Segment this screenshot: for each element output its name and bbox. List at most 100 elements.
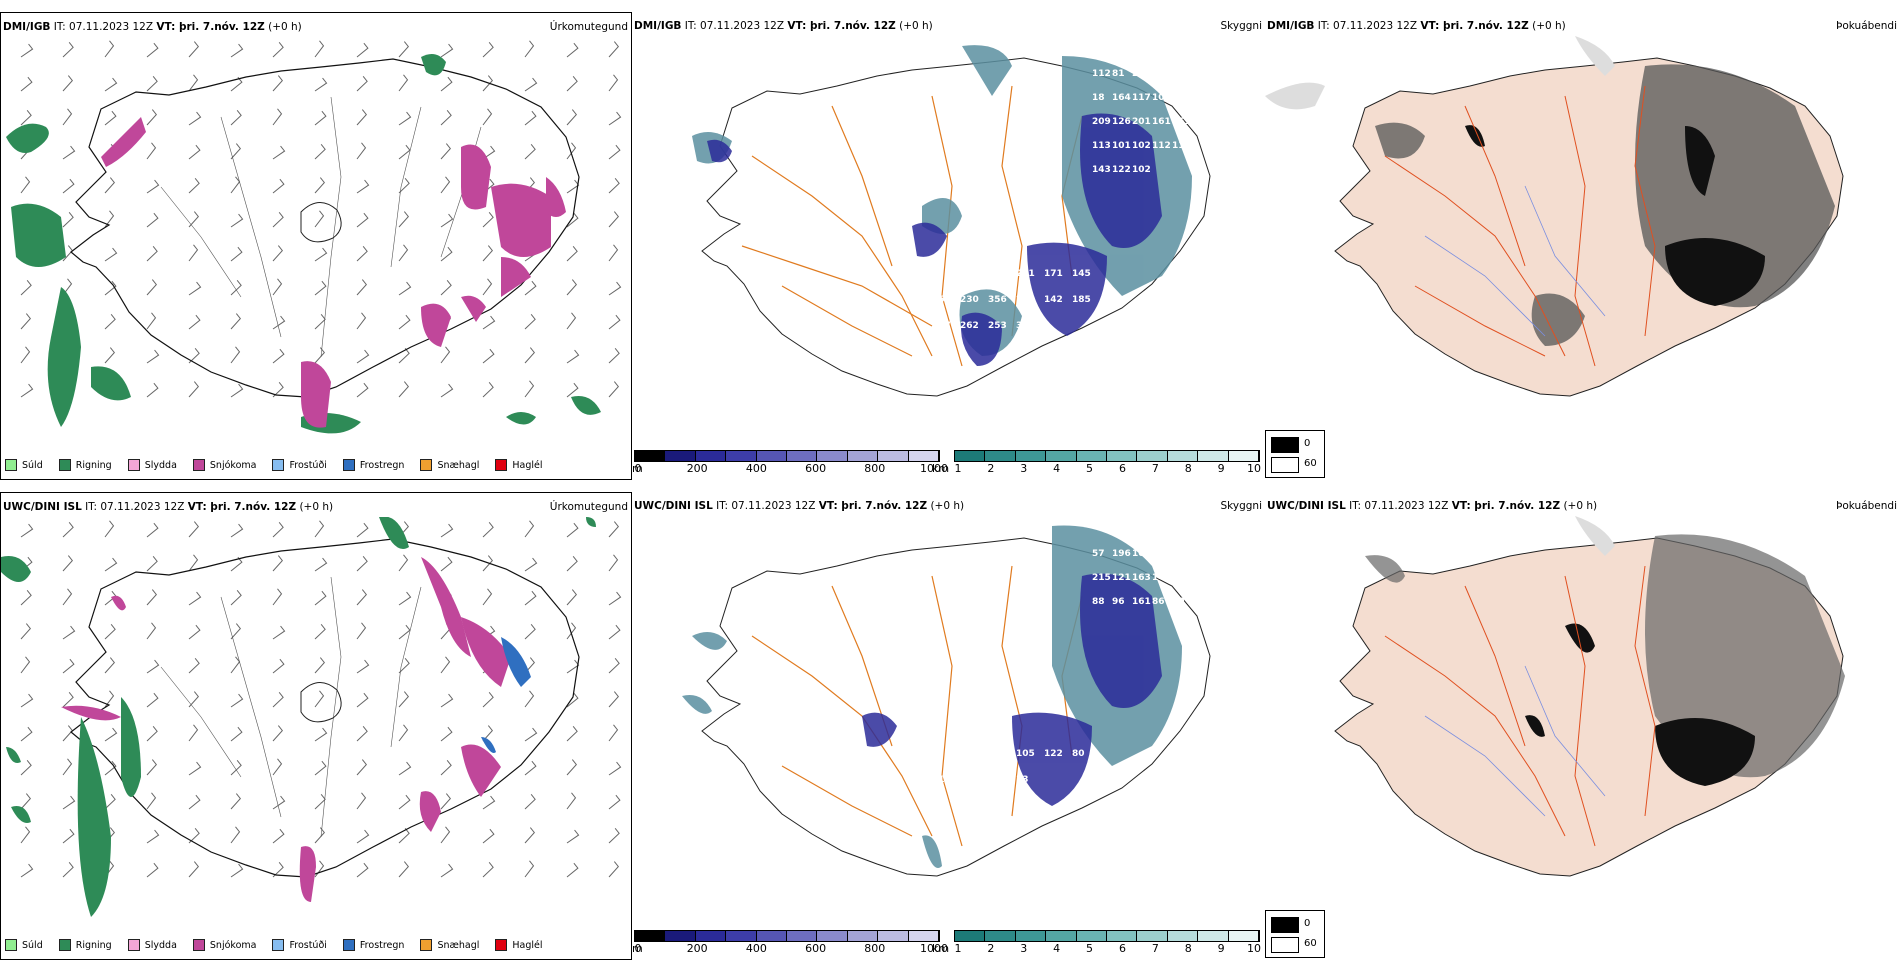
wind-barb bbox=[314, 794, 326, 810]
wind-barb bbox=[440, 656, 451, 674]
cloud-base-value: 280 bbox=[988, 269, 1007, 279]
panel-header: UWC/DINI ISL IT: 07.11.2023 12Z VT: þri.… bbox=[1267, 500, 1597, 512]
wind-barb bbox=[608, 521, 619, 538]
colorbar-tick-label: 800 bbox=[864, 462, 886, 475]
fog-title: Þokuábendi bbox=[1836, 500, 1897, 512]
wind-barb bbox=[104, 110, 117, 126]
wind-barb bbox=[566, 622, 577, 640]
wind-barb bbox=[482, 245, 493, 262]
wind-barb bbox=[440, 826, 451, 844]
wind-barb bbox=[566, 246, 578, 262]
wind-barb bbox=[230, 726, 243, 742]
wind-barb bbox=[146, 862, 159, 878]
precip-legend-swatch bbox=[5, 939, 17, 951]
wind-barb bbox=[356, 862, 369, 878]
wind-barb bbox=[314, 557, 328, 572]
colorbar-cell bbox=[817, 931, 848, 941]
colorbar-cell bbox=[817, 451, 848, 461]
wind-barb bbox=[104, 347, 115, 364]
precip-legend-label: Haglél bbox=[512, 459, 543, 471]
cloud-base-labels: 57 196 102 117 104 215 121 163 147 61 88 96 161 86 80 1… bbox=[932, 549, 1191, 785]
precip-legend-item: Snjókoma bbox=[192, 939, 256, 951]
lead-time: (+0 h) bbox=[299, 501, 334, 513]
fog-legend-value-0: 0 bbox=[1304, 438, 1311, 449]
wind-barb bbox=[20, 110, 32, 126]
wind-barb bbox=[608, 761, 622, 776]
colorbar-tick-label: 1000 bbox=[920, 462, 948, 475]
wind-barb bbox=[482, 75, 493, 92]
wind-barb bbox=[146, 212, 159, 228]
visibility-title: Skyggni bbox=[1220, 20, 1263, 32]
wind-barb bbox=[440, 693, 454, 708]
precip-legend-item: Haglél bbox=[495, 459, 543, 471]
wind-barb bbox=[230, 826, 241, 844]
wind-barb bbox=[482, 42, 494, 58]
precip-title: Úrkomutegund bbox=[549, 21, 628, 33]
wind-barb bbox=[20, 590, 32, 606]
wind-barb bbox=[188, 624, 201, 640]
cloud-base-value: 151 bbox=[1172, 117, 1191, 127]
wind-barb bbox=[440, 383, 454, 398]
colorbar-cell bbox=[908, 931, 939, 941]
wind-barb bbox=[608, 658, 620, 674]
wind-barb bbox=[482, 278, 493, 296]
cloud-base-value: 161 bbox=[1152, 117, 1171, 127]
colorbar-cell bbox=[1167, 451, 1199, 461]
wind-barb bbox=[230, 693, 244, 708]
wind-barb bbox=[188, 211, 199, 228]
colorbar-tick-label: 7 bbox=[1151, 942, 1159, 955]
wind-barb bbox=[62, 828, 75, 844]
wind-barb bbox=[146, 279, 157, 296]
wind-barb bbox=[398, 724, 409, 742]
lead-time: (+0 h) bbox=[1532, 20, 1566, 32]
wind-barb bbox=[398, 314, 411, 330]
iceland-map-visibility: 57 196 102 117 104 215 121 163 147 61 88 96 161 86 80 1… bbox=[682, 525, 1211, 877]
wind-barb bbox=[188, 111, 202, 126]
precip-legend-item: Frostregn bbox=[342, 459, 404, 471]
wind-barb bbox=[608, 74, 619, 92]
colorbar-cell bbox=[1015, 931, 1047, 941]
wind-barb bbox=[20, 693, 34, 708]
precip-legend-label: Súld bbox=[22, 939, 43, 951]
wind-barb bbox=[20, 43, 34, 58]
wind-barb bbox=[608, 828, 620, 844]
wind-barb bbox=[188, 554, 199, 572]
vt-label: VT: þri. 7.nóv. 12Z bbox=[818, 500, 928, 512]
wind-barb bbox=[608, 624, 621, 640]
cloud-base-value: 253 bbox=[988, 321, 1007, 331]
wind-barb bbox=[314, 77, 328, 92]
wind-barb bbox=[482, 348, 495, 364]
wind-barb bbox=[230, 523, 244, 538]
colorbar-tick-label: 9 bbox=[1217, 942, 1225, 955]
wind-barb bbox=[62, 75, 73, 92]
wind-barb bbox=[566, 829, 580, 844]
wind-barb bbox=[524, 860, 535, 878]
wind-barb bbox=[20, 76, 33, 92]
vis-colorbar-cells bbox=[954, 930, 1260, 942]
wind-barb bbox=[524, 760, 537, 776]
wind-barb bbox=[524, 380, 535, 398]
wind-barb bbox=[608, 314, 621, 330]
wind-barb bbox=[524, 40, 535, 58]
wind-barb bbox=[566, 792, 577, 810]
wind-barb bbox=[398, 691, 409, 708]
colorbar-cell bbox=[847, 931, 879, 941]
wind-barb bbox=[146, 349, 160, 364]
wind-barb bbox=[20, 383, 34, 398]
precip-legend-label: Frostúði bbox=[289, 459, 327, 471]
wind-barb bbox=[356, 759, 367, 776]
wind-barb bbox=[272, 145, 286, 160]
cloud-base-value: 122 bbox=[1044, 749, 1063, 759]
wind-barb bbox=[356, 589, 367, 606]
wind-barb bbox=[398, 794, 411, 810]
colorbar-tick-label: 0 bbox=[634, 942, 642, 955]
wind-barb bbox=[314, 210, 325, 228]
wind-barb bbox=[356, 312, 367, 330]
wind-barb bbox=[62, 522, 74, 538]
wind-barb bbox=[398, 41, 409, 58]
wind-barb bbox=[272, 522, 284, 538]
wind-barb bbox=[356, 246, 368, 262]
wind-barb bbox=[146, 726, 158, 742]
wind-barb bbox=[188, 761, 202, 776]
rain-areas bbox=[1, 517, 596, 917]
